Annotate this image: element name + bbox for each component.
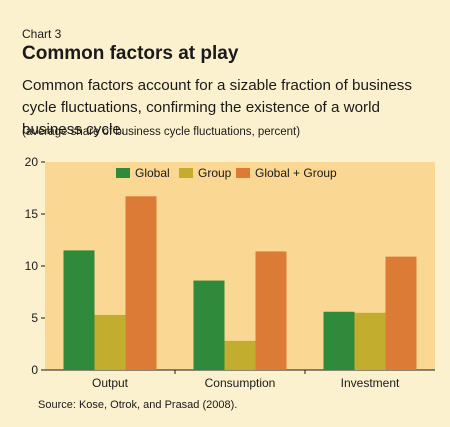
bar-global-group-investment <box>385 256 417 370</box>
legend: Global Group Global + Group <box>116 166 337 180</box>
bar-group-investment <box>354 312 386 370</box>
category-label: Output <box>92 376 129 390</box>
category-label: Consumption <box>205 376 276 390</box>
chart-number: Chart 3 <box>22 27 62 41</box>
bar-global-investment <box>323 311 355 370</box>
legend-swatch <box>179 168 193 178</box>
category-label: Investment <box>341 376 400 390</box>
legend-label: Group <box>198 166 232 180</box>
y-tick-label: 5 <box>31 311 38 325</box>
legend-label: Global <box>135 166 170 180</box>
bar-group-output <box>94 314 126 370</box>
bars <box>63 196 417 370</box>
bar-group-consumption <box>224 340 256 370</box>
legend-swatch <box>116 168 130 178</box>
legend-label: Global + Group <box>255 166 337 180</box>
bar-global-consumption <box>193 280 225 370</box>
y-tick-label: 10 <box>25 259 39 273</box>
x-axis: Output Consumption Investment <box>92 370 400 390</box>
units-note: (average share of business cycle fluctua… <box>22 126 301 138</box>
legend-swatch <box>236 168 250 178</box>
chart-subtitle: Common factors account for a sizable fra… <box>22 77 412 138</box>
bar-global-output <box>63 250 95 370</box>
y-tick-label: 0 <box>31 363 38 377</box>
bar-global-group-consumption <box>255 251 287 370</box>
y-tick-label: 20 <box>25 155 39 169</box>
source-note: Source: Kose, Otrok, and Prasad (2008). <box>38 399 238 411</box>
chart-title: Common factors at play <box>22 43 239 64</box>
y-tick-label: 15 <box>25 207 39 221</box>
bar-global-group-output <box>125 196 157 370</box>
